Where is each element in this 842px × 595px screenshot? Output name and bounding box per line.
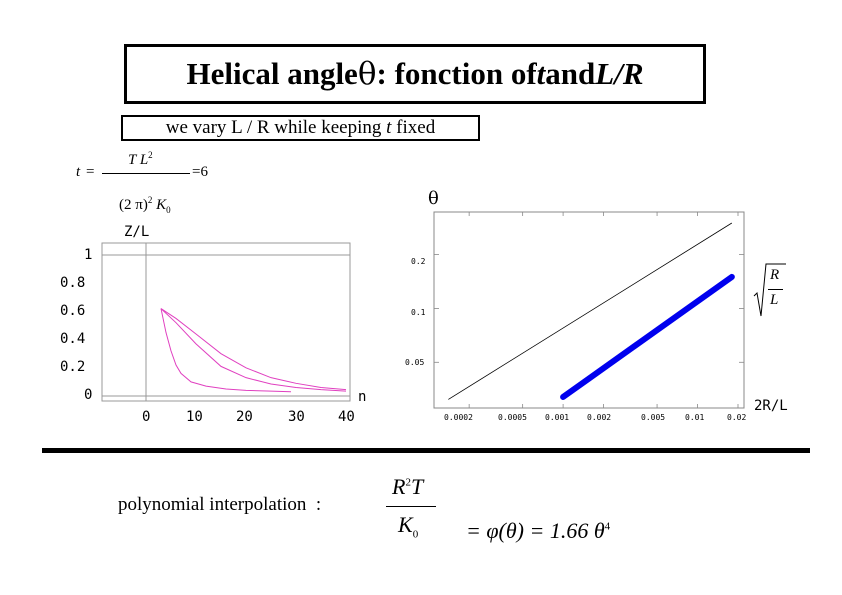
- right-x-tick: 0.01: [685, 413, 705, 422]
- t-formula-eq: =: [86, 164, 95, 180]
- t-formula-rhs: =6: [192, 164, 208, 180]
- left-y-tick: 0: [84, 387, 93, 403]
- left-curve-1: [160, 308, 347, 391]
- subtitle: we vary L / R while keeping t fixed: [121, 115, 480, 141]
- right-plot-frame: [433, 211, 745, 409]
- subtitle-suffix: fixed: [391, 117, 436, 138]
- left-x-tick: 30: [288, 409, 305, 425]
- thin-line: [448, 222, 733, 400]
- right-y-tick: 0.1: [411, 308, 426, 317]
- t-formula-numerator: T L2: [128, 150, 153, 168]
- sqrt-r-over-l: R L: [752, 262, 786, 320]
- left-curve-3: [160, 308, 292, 393]
- t-formula-fraction-bar: [102, 173, 190, 174]
- t-formula-denominator: (2 π)2 K0: [119, 195, 171, 215]
- right-x-tick: 0.002: [587, 413, 612, 422]
- separator-line: [42, 448, 810, 453]
- left-x-tick: 40: [338, 409, 355, 425]
- sqrt-denominator: L: [770, 292, 779, 308]
- left-y-tick: 0.6: [60, 303, 86, 319]
- title-t: t: [536, 56, 546, 91]
- page-title: Helical angle θ : fonction of t and L/R: [124, 44, 706, 104]
- left-plot-y-axis-label: Z/L: [124, 224, 150, 240]
- right-plot-x-axis-label: 2R/L: [754, 398, 788, 414]
- polynomial-formula: polynomial interpolation : R2T K0 = φ(θ)…: [118, 468, 678, 548]
- right-x-tick: 0.001: [545, 413, 570, 422]
- title-middle: : fonction of: [376, 56, 537, 91]
- right-y-tick: 0.05: [405, 358, 425, 367]
- sqrt-numerator: R: [770, 267, 780, 283]
- subtitle-t: t: [386, 117, 392, 138]
- left-y-tick: 0.2: [60, 359, 86, 375]
- left-plot-x-axis-label: n: [358, 389, 367, 405]
- polynomial-label: polynomial interpolation :: [118, 494, 322, 515]
- polynomial-fraction-bar: [386, 506, 436, 507]
- subtitle-text: we vary L / R while keeping: [165, 117, 387, 138]
- right-y-tick: 0.2: [411, 257, 426, 266]
- left-x-tick: 10: [186, 409, 203, 425]
- thick-line: [560, 273, 735, 400]
- sqrt-icon: [753, 263, 786, 317]
- left-curve-2: [160, 308, 347, 392]
- right-x-tick: 0.0005: [498, 413, 527, 422]
- t-formula-lhs: t: [76, 164, 81, 180]
- left-y-tick: 1: [84, 247, 93, 263]
- title-theta: θ: [357, 56, 377, 92]
- left-y-tick: 0.4: [60, 331, 86, 347]
- title-lr: L/R: [595, 56, 644, 91]
- t-formula: t = T L2 (2 π)2 K0 =6: [72, 148, 242, 215]
- left-plot-frame: [101, 242, 351, 402]
- left-y-tick: 0.8: [60, 275, 86, 291]
- right-x-tick: 0.0002: [444, 413, 473, 422]
- right-x-tick: 0.005: [641, 413, 666, 422]
- left-x-tick: 0: [142, 409, 151, 425]
- polynomial-rhs: = φ(θ) = 1.66 θ4: [466, 518, 611, 543]
- polynomial-fraction-numerator: R2T: [392, 474, 424, 499]
- left-x-tick: 20: [236, 409, 253, 425]
- title-and: and: [545, 56, 596, 91]
- right-plot-y-axis-label: θ: [428, 188, 439, 209]
- right-x-tick: 0.02: [727, 413, 747, 422]
- sqrt-fraction-bar: [768, 289, 783, 290]
- title-prefix: Helical angle: [186, 56, 358, 91]
- polynomial-fraction-denominator: K0: [398, 512, 419, 541]
